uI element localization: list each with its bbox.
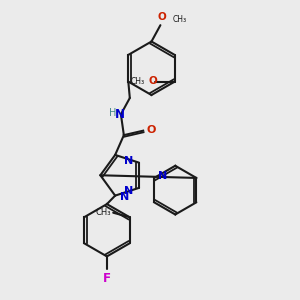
- Text: H: H: [109, 108, 116, 118]
- Text: N: N: [124, 186, 134, 197]
- Text: O: O: [147, 125, 156, 135]
- Text: O: O: [148, 76, 157, 86]
- Text: N: N: [120, 192, 129, 202]
- Text: N: N: [114, 108, 124, 122]
- Text: F: F: [103, 272, 111, 286]
- Text: CH₃: CH₃: [173, 15, 187, 24]
- Text: CH₃: CH₃: [95, 208, 111, 217]
- Text: N: N: [124, 156, 134, 166]
- Text: O: O: [158, 12, 166, 22]
- Text: CH₃: CH₃: [131, 76, 145, 85]
- Text: N: N: [158, 172, 168, 182]
